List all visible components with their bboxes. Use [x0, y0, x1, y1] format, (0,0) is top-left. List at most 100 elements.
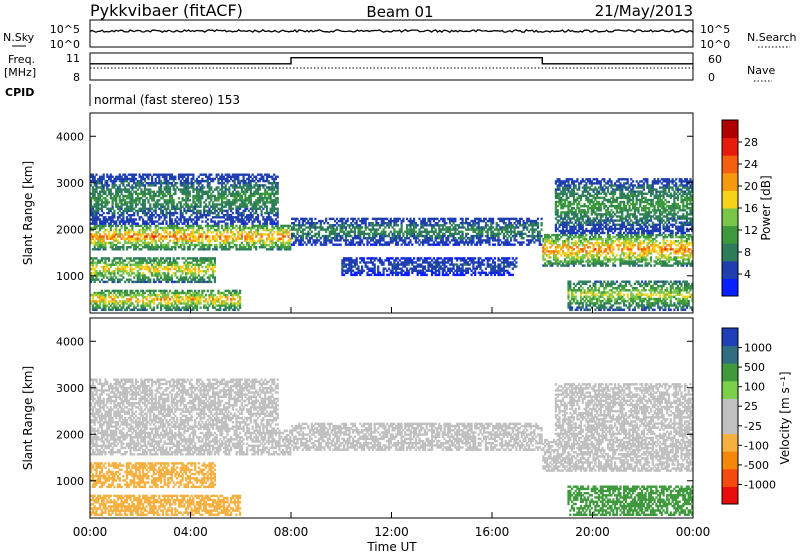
echo-cell: [199, 306, 202, 309]
echo-cell: [316, 232, 319, 236]
echo-cell: [276, 231, 279, 234]
echo-cell: [213, 199, 216, 202]
echo-cell: [95, 306, 98, 309]
echo-cell: [440, 228, 443, 231]
echo-cell: [116, 261, 120, 264]
echo-cell: [197, 226, 200, 230]
echo-cell: [160, 190, 163, 193]
echo-cell: [185, 302, 188, 305]
power-heatmap: [90, 173, 694, 311]
echo-cell: [120, 205, 123, 208]
echo-cell: [197, 267, 200, 271]
echo-cell: [237, 175, 240, 178]
echo-cell: [190, 214, 193, 217]
echo-cell: [91, 263, 94, 266]
echo-cell: [359, 273, 362, 277]
echo-cell: [274, 192, 277, 196]
echo-cell: [242, 226, 245, 230]
echo-cell: [335, 234, 339, 238]
echo-cell: [197, 302, 200, 305]
echo-cell: [185, 259, 188, 262]
echo-cell: [161, 293, 164, 297]
echo-cell: [199, 182, 202, 185]
echo-cell: [330, 230, 333, 233]
echo-cell: [283, 224, 286, 228]
echo-cell: [235, 248, 238, 251]
echo-cell: [330, 237, 333, 240]
echo-cell: [212, 293, 215, 297]
echo-cell: [167, 263, 170, 266]
echo-cell: [251, 192, 254, 196]
echo-cell: [138, 293, 141, 297]
echo-cell: [99, 175, 102, 178]
echo-cell: [188, 300, 191, 303]
echo-cell: [163, 218, 166, 221]
echo-cell: [163, 214, 166, 217]
echo-cell: [251, 237, 254, 240]
echo-cell: [127, 205, 130, 208]
echo-cell: [161, 296, 164, 299]
echo-cell: [371, 243, 374, 246]
echo-cell: [228, 203, 231, 206]
echo-cell: [276, 199, 279, 202]
echo-cell: [475, 222, 478, 225]
echo-cell: [396, 267, 400, 270]
echo-cell: [115, 175, 118, 178]
echo-cell: [506, 230, 509, 233]
echo-cell: [188, 235, 191, 238]
echo-cell: [111, 175, 114, 178]
echo-cell: [111, 179, 114, 183]
echo-cell: [194, 265, 197, 269]
echo-cell: [240, 173, 243, 176]
echo-cell: [206, 243, 209, 247]
echo-cell: [466, 241, 470, 244]
echo-cell: [474, 219, 477, 223]
echo-cell: [192, 276, 195, 279]
echo-cell: [215, 231, 218, 234]
echo-cell: [145, 222, 148, 225]
echo-cell: [450, 228, 453, 231]
echo-cell: [251, 233, 254, 236]
echo-cell: [179, 216, 182, 219]
echo-cell: [169, 188, 172, 191]
echo-cell: [387, 257, 391, 260]
echo-cell: [208, 257, 211, 260]
echo-cell: [102, 186, 105, 189]
echo-cell: [378, 273, 382, 277]
echo-cell: [382, 228, 385, 231]
echo-cell: [186, 220, 190, 223]
echo-cell: [138, 218, 141, 221]
echo-cell: [370, 261, 373, 264]
echo-cell: [242, 177, 245, 181]
echo-cell: [127, 274, 130, 277]
echo-cell: [310, 226, 313, 229]
echo-cell: [195, 298, 199, 301]
echo-cell: [411, 234, 414, 238]
echo-cell: [93, 216, 96, 219]
echo-cell: [165, 201, 168, 204]
echo-cell: [154, 192, 157, 196]
echo-cell: [348, 269, 351, 272]
echo-cell: [97, 209, 100, 213]
echo-cell: [131, 186, 134, 189]
echo-cell: [167, 182, 170, 185]
echo-cell: [125, 194, 129, 198]
echo-cell: [346, 271, 349, 274]
echo-cell: [102, 243, 105, 247]
echo-cell: [134, 203, 138, 206]
echo-cell: [127, 228, 130, 232]
echo-cell: [158, 293, 161, 297]
echo-cell: [221, 199, 224, 202]
echo-cell: [204, 216, 208, 219]
echo-cell: [348, 265, 351, 268]
echo-cell: [147, 216, 150, 219]
echo-cell: [99, 248, 102, 251]
echo-cell: [122, 276, 125, 279]
echo-cell: [224, 179, 227, 183]
echo-cell: [100, 274, 103, 277]
echo-cell: [217, 235, 220, 238]
echo-cell: [190, 173, 193, 176]
echo-cell: [231, 190, 234, 193]
echo-cell: [177, 188, 181, 191]
echo-cell: [224, 209, 227, 213]
